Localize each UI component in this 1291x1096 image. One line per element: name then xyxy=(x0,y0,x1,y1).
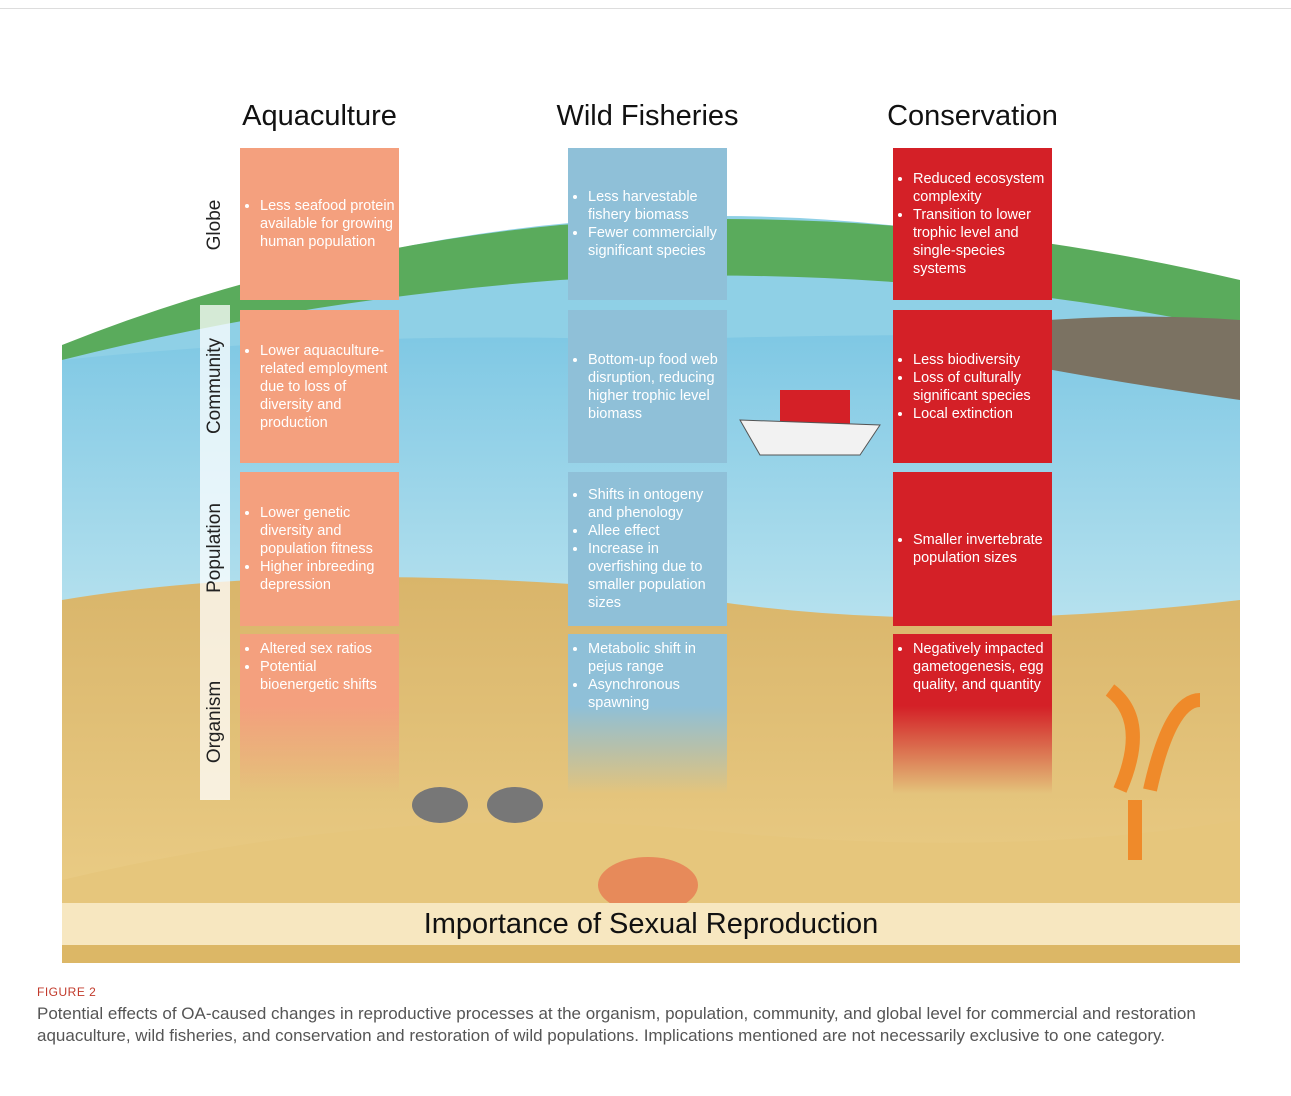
bullet-item: Local extinction xyxy=(913,405,1048,423)
bullet-list: Metabolic shift in pejus rangeAsynchrono… xyxy=(574,640,723,712)
effect-box: Less seafood protein available for growi… xyxy=(240,148,399,300)
bullet-item: Less biodiversity xyxy=(913,351,1048,369)
bullet-item: Reduced ecosystem complexity xyxy=(913,170,1048,206)
bullet-list: Lower genetic diversity and population f… xyxy=(246,504,395,594)
bullet-item: Altered sex ratios xyxy=(260,640,395,658)
effect-box: Lower genetic diversity and population f… xyxy=(240,472,399,626)
bullet-item: Higher inbreeding depression xyxy=(260,558,395,594)
effect-box: Lower aquaculture-related employment due… xyxy=(240,310,399,463)
bullet-item: Loss of culturally significant species xyxy=(913,369,1048,405)
bullet-item: Lower aquaculture-related employment due… xyxy=(260,342,395,432)
column-title: Conservation xyxy=(887,100,1058,133)
bullet-item: Metabolic shift in pejus range xyxy=(588,640,723,676)
effect-box: Bottom-up food web disruption, reducing … xyxy=(568,310,727,463)
bullet-item: Negatively impacted gametogenesis, egg q… xyxy=(913,640,1048,694)
column-title: Aquaculture xyxy=(242,100,397,133)
effect-box: Less harvestable fishery biomassFewer co… xyxy=(568,148,727,300)
bullet-item: Increase in overfishing due to smaller p… xyxy=(588,540,723,612)
effect-box: Smaller invertebrate population sizes xyxy=(893,472,1052,626)
page: Globe Community Population Organism Aquacult… xyxy=(0,0,1291,1096)
bullet-item: Asynchronous spawning xyxy=(588,676,723,712)
bullet-list: Reduced ecosystem complexityTransition t… xyxy=(899,170,1048,278)
bullet-list: Less biodiversityLoss of culturally sign… xyxy=(899,351,1048,423)
bullet-list: Lower aquaculture-related employment due… xyxy=(246,342,395,432)
bullet-item: Smaller invertebrate population sizes xyxy=(913,531,1048,567)
bullet-list: Smaller invertebrate population sizes xyxy=(899,531,1048,567)
row-label: Organism xyxy=(204,681,226,763)
bullet-item: Less harvestable fishery biomass xyxy=(588,188,723,224)
effect-box: Metabolic shift in pejus rangeAsynchrono… xyxy=(568,634,727,794)
bullet-list: Less harvestable fishery biomassFewer co… xyxy=(574,188,723,260)
bullet-item: Allee effect xyxy=(588,522,723,540)
caption-text: Potential effects of OA-caused changes i… xyxy=(37,1003,1262,1047)
bullet-list: Negatively impacted gametogenesis, egg q… xyxy=(899,640,1048,694)
bullet-list: Less seafood protein available for growi… xyxy=(246,197,395,251)
effect-box: Negatively impacted gametogenesis, egg q… xyxy=(893,634,1052,794)
bottom-label: Importance of Sexual Reproduction xyxy=(62,903,1240,945)
bullet-item: Shifts in ontogeny and phenology xyxy=(588,486,723,522)
bullet-list: Altered sex ratiosPotential bioenergetic… xyxy=(246,640,395,694)
figure: Globe Community Population Organism Aquacult… xyxy=(0,0,1291,970)
row-label: Globe xyxy=(204,200,226,251)
caption-label: FIGURE 2 xyxy=(37,985,96,999)
row-label: Population xyxy=(204,503,226,593)
effect-box: Less biodiversityLoss of culturally sign… xyxy=(893,310,1052,463)
column-title: Wild Fisheries xyxy=(556,100,738,133)
bullet-list: Bottom-up food web disruption, reducing … xyxy=(574,351,723,423)
bullet-item: Bottom-up food web disruption, reducing … xyxy=(588,351,723,423)
bullet-item: Less seafood protein available for growi… xyxy=(260,197,395,251)
bullet-item: Potential bioenergetic shifts xyxy=(260,658,395,694)
effect-box: Shifts in ontogeny and phenologyAllee ef… xyxy=(568,472,727,626)
bullet-list: Shifts in ontogeny and phenologyAllee ef… xyxy=(574,486,723,612)
bullet-item: Fewer commercially significant species xyxy=(588,224,723,260)
effect-box: Altered sex ratiosPotential bioenergetic… xyxy=(240,634,399,794)
row-label: Community xyxy=(204,338,226,434)
bullet-item: Lower genetic diversity and population f… xyxy=(260,504,395,558)
bullet-item: Transition to lower trophic level and si… xyxy=(913,206,1048,278)
effect-box: Reduced ecosystem complexityTransition t… xyxy=(893,148,1052,300)
